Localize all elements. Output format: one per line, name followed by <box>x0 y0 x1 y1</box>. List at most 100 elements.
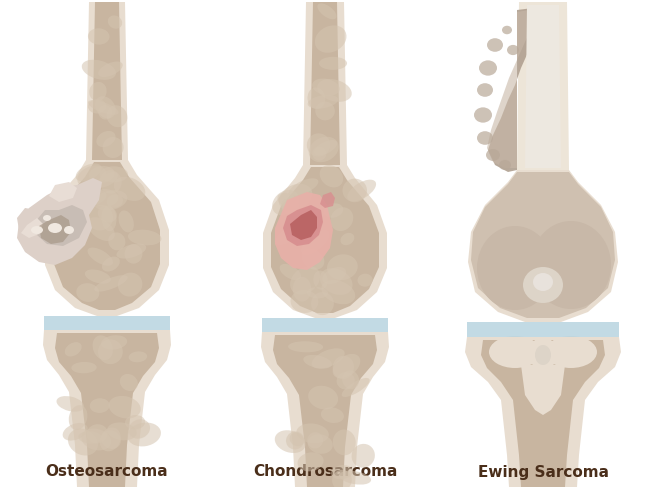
Ellipse shape <box>342 370 359 389</box>
Ellipse shape <box>43 215 51 221</box>
Ellipse shape <box>507 45 519 55</box>
Polygon shape <box>39 215 71 244</box>
Ellipse shape <box>65 342 82 356</box>
Ellipse shape <box>330 207 353 231</box>
Ellipse shape <box>31 226 43 234</box>
Ellipse shape <box>98 206 117 223</box>
Ellipse shape <box>57 396 84 412</box>
Ellipse shape <box>95 96 116 118</box>
Ellipse shape <box>341 233 354 245</box>
Ellipse shape <box>89 82 107 101</box>
Polygon shape <box>273 335 377 487</box>
Polygon shape <box>21 218 43 238</box>
Ellipse shape <box>320 165 343 187</box>
Ellipse shape <box>125 244 142 263</box>
Ellipse shape <box>327 254 358 280</box>
Ellipse shape <box>78 431 102 444</box>
Ellipse shape <box>275 430 306 453</box>
Ellipse shape <box>333 430 356 455</box>
Polygon shape <box>488 8 535 172</box>
Ellipse shape <box>332 470 352 487</box>
Ellipse shape <box>77 166 107 187</box>
Polygon shape <box>517 2 569 170</box>
Ellipse shape <box>127 423 161 447</box>
Ellipse shape <box>129 352 147 362</box>
Ellipse shape <box>275 224 302 245</box>
Ellipse shape <box>307 287 328 299</box>
Text: Chondrosarcoma: Chondrosarcoma <box>253 465 397 480</box>
Ellipse shape <box>118 210 134 232</box>
Ellipse shape <box>107 194 123 208</box>
Ellipse shape <box>90 398 110 413</box>
Ellipse shape <box>339 471 371 485</box>
Ellipse shape <box>288 341 323 352</box>
Ellipse shape <box>312 147 326 161</box>
Polygon shape <box>54 162 160 310</box>
Ellipse shape <box>487 38 503 52</box>
Ellipse shape <box>321 407 344 423</box>
Polygon shape <box>525 5 561 168</box>
Polygon shape <box>263 165 387 318</box>
Ellipse shape <box>289 178 318 196</box>
Ellipse shape <box>107 422 136 440</box>
Ellipse shape <box>298 452 324 471</box>
Ellipse shape <box>301 248 324 270</box>
Ellipse shape <box>331 465 353 479</box>
Ellipse shape <box>308 386 338 410</box>
Polygon shape <box>49 182 77 202</box>
Ellipse shape <box>101 430 121 449</box>
Ellipse shape <box>333 356 354 379</box>
Ellipse shape <box>102 257 120 272</box>
Polygon shape <box>44 316 170 330</box>
Ellipse shape <box>96 131 116 147</box>
Ellipse shape <box>307 95 338 109</box>
Ellipse shape <box>312 78 340 95</box>
Ellipse shape <box>108 16 122 29</box>
Ellipse shape <box>116 244 146 259</box>
Polygon shape <box>320 192 335 208</box>
Ellipse shape <box>99 166 128 183</box>
Polygon shape <box>290 210 317 240</box>
Ellipse shape <box>48 223 62 233</box>
Ellipse shape <box>107 105 127 127</box>
Ellipse shape <box>281 199 300 215</box>
Ellipse shape <box>477 226 553 310</box>
Ellipse shape <box>315 25 346 53</box>
Polygon shape <box>468 170 618 322</box>
Ellipse shape <box>58 192 79 215</box>
Ellipse shape <box>499 160 511 170</box>
Ellipse shape <box>337 372 355 390</box>
Ellipse shape <box>92 336 113 360</box>
Polygon shape <box>271 167 379 313</box>
Ellipse shape <box>301 230 330 255</box>
Ellipse shape <box>289 432 304 446</box>
Ellipse shape <box>88 247 113 266</box>
Ellipse shape <box>535 345 551 365</box>
Ellipse shape <box>76 283 99 302</box>
Ellipse shape <box>313 270 328 290</box>
Ellipse shape <box>65 202 84 216</box>
Text: Osteosarcoma: Osteosarcoma <box>46 465 168 480</box>
Ellipse shape <box>103 137 124 158</box>
Ellipse shape <box>101 206 116 231</box>
Ellipse shape <box>88 28 110 45</box>
Ellipse shape <box>90 189 118 206</box>
Ellipse shape <box>94 190 127 210</box>
Ellipse shape <box>94 275 128 292</box>
Ellipse shape <box>286 431 304 450</box>
Ellipse shape <box>98 61 123 77</box>
Ellipse shape <box>321 280 356 304</box>
Ellipse shape <box>82 60 116 80</box>
Ellipse shape <box>62 423 88 441</box>
Ellipse shape <box>64 226 74 234</box>
Ellipse shape <box>489 336 541 368</box>
Ellipse shape <box>75 164 101 181</box>
Polygon shape <box>303 2 347 165</box>
Polygon shape <box>55 333 159 487</box>
Ellipse shape <box>98 339 123 364</box>
Ellipse shape <box>307 434 333 454</box>
Ellipse shape <box>129 419 150 439</box>
Polygon shape <box>92 2 122 160</box>
Polygon shape <box>283 205 323 246</box>
Ellipse shape <box>80 190 107 206</box>
